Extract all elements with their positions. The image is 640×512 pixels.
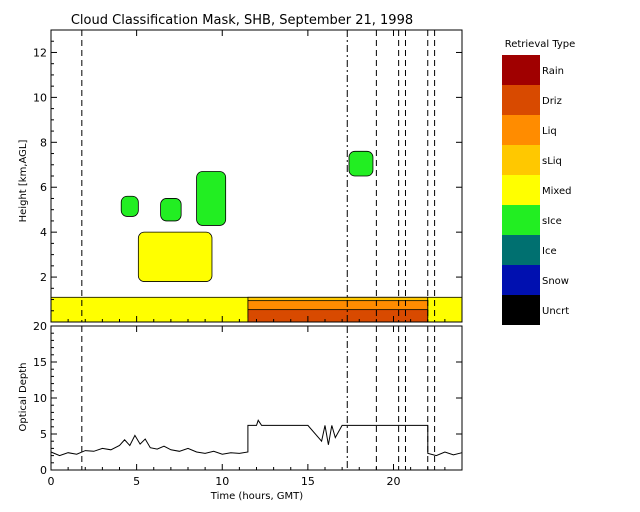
bottom-ytick-label-3: 15 <box>33 356 47 369</box>
legend-swatch-uncrt <box>502 295 540 325</box>
top-ytick-label-4: 10 <box>33 91 47 104</box>
cloud-region-sice-6 <box>160 198 182 222</box>
legend-label-mixed: Mixed <box>542 186 572 197</box>
retrieval-type-legend: Retrieval Type Rain Driz Liq sLiq Mixed sIce Ic… <box>502 39 575 325</box>
legend-swatch-liq <box>502 115 540 145</box>
bottom-xtick-label-0: 0 <box>48 475 55 488</box>
legend-label-liq: Liq <box>542 126 557 137</box>
legend-swatch-rain <box>502 55 540 85</box>
legend-swatch-mixed <box>502 175 540 205</box>
bottom-xtick-label-4: 20 <box>387 475 401 488</box>
legend-swatch-snow <box>502 265 540 295</box>
legend-swatch-ice <box>502 235 540 265</box>
top-ytick-label-2: 6 <box>40 181 47 194</box>
optical-depth-line <box>50 419 463 457</box>
cloud-region-mixed-4 <box>137 231 213 282</box>
cloud-region-sice-8 <box>348 150 374 177</box>
top-y-axis-label: Height [km,AGL] <box>18 140 29 223</box>
bottom-y-axis-label: Optical Depth <box>18 363 29 432</box>
top-ytick-label-5: 12 <box>33 46 47 59</box>
bottom-ytick-label-4: 20 <box>33 320 47 333</box>
top-ytick-label-1: 4 <box>40 226 47 239</box>
bottom-xtick-label-2: 10 <box>215 475 229 488</box>
top-ytick-label-0: 2 <box>40 271 47 284</box>
legend-label-rain: Rain <box>542 66 564 77</box>
bottom-ytick-label-2: 10 <box>33 392 47 405</box>
legend-label-ice: Ice <box>542 246 557 257</box>
cloud-region-driz-3 <box>247 309 429 323</box>
legend-label-sliq: sLiq <box>542 156 562 167</box>
legend-label-uncrt: Uncrt <box>542 306 569 317</box>
legend-title: Retrieval Type <box>505 39 576 50</box>
legend-label-sice: sIce <box>542 216 562 227</box>
cloud-region-sice-5 <box>120 195 139 217</box>
cloud-mask-panel: 2 4 6 8 10 12 <box>33 29 463 323</box>
bottom-xtick-label-1: 5 <box>133 475 140 488</box>
legend-label-snow: Snow <box>542 276 569 287</box>
legend-swatch-sliq <box>502 145 540 175</box>
optical-depth-panel: 0 5 10 15 20 0 5 10 15 20 <box>33 320 463 488</box>
bottom-ytick-label-0: 0 <box>40 464 47 477</box>
bottom-ytick-label-1: 5 <box>40 428 47 441</box>
legend-label-driz: Driz <box>542 96 562 107</box>
legend-swatch-sice <box>502 205 540 235</box>
top-plot-frame <box>50 29 463 323</box>
x-axis-label: Time (hours, GMT) <box>210 491 304 502</box>
chart-title: Cloud Classification Mask, SHB, Septembe… <box>71 13 413 28</box>
cloud-region-sice-7 <box>196 171 227 226</box>
legend-swatch-driz <box>502 85 540 115</box>
bottom-xtick-label-3: 15 <box>301 475 315 488</box>
top-ytick-label-3: 8 <box>40 136 47 149</box>
